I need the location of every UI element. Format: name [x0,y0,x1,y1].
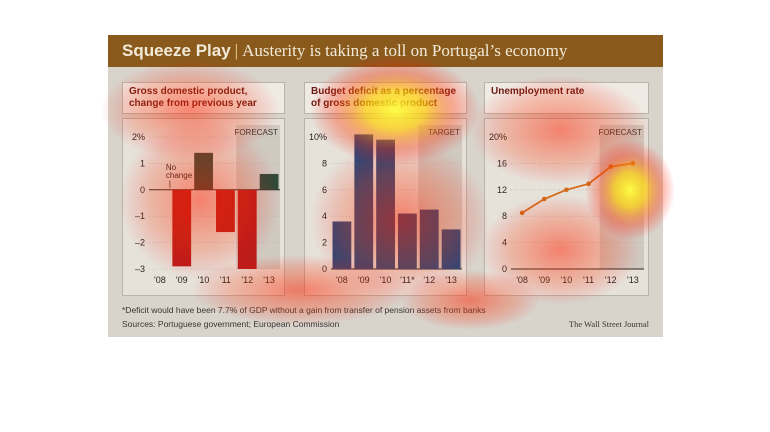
gdp-panel-title: Gross domestic product, change from prev… [122,82,285,114]
y-tick-label: –2 [135,238,145,248]
y-tick-label: 2 [322,238,327,248]
chart-title: Squeeze Play | Austerity is taking a toll … [122,41,567,61]
x-tick-label: '10 [380,275,392,285]
y-tick-label: 10% [309,132,327,142]
y-tick-label: 4 [322,211,327,221]
x-tick-label: '12 [241,275,253,285]
y-tick-label: –3 [135,264,145,274]
footnote: *Deficit would have been 7.7% of GDP wit… [122,305,486,315]
chart-card: Squeeze Play | Austerity is taking a toll … [108,35,663,337]
bar [398,213,417,269]
y-tick-label: 6 [322,185,327,195]
x-tick-label: '08 [154,275,166,285]
bar [216,189,235,233]
bar [419,209,439,269]
y-tick-label: 12 [497,185,507,195]
bar [237,189,257,269]
x-tick-label: '11 [220,275,231,285]
y-tick-label: 2% [132,132,145,142]
y-tick-label: 4 [502,238,507,248]
data-point [608,164,614,169]
x-tick-label: '12 [423,275,435,285]
forecast-label: TARGET [428,128,460,137]
unemployment-panel: FORECAST 20% 16 12 8 4 0 '08 '09 '10 '11 '12 '13 [484,118,649,296]
unemployment-chart: FORECAST 20% 16 12 8 4 0 '08 '09 '10 '11 '12 '13 [489,125,644,285]
title-main: Squeeze Play [122,41,231,60]
x-tick-label: '08 [516,275,528,285]
x-tick-label: '11* [400,275,415,285]
y-tick-label: 20% [489,132,507,142]
deficit-panel: TARGET 10% 8 6 4 2 0 '08 '09 '10 '11* '12 '13 [304,118,467,296]
y-tick-label: 16 [497,158,507,168]
data-point [519,210,525,216]
deficit-panel-title: Budget deficit as a percentage of gross … [304,82,467,114]
unemployment-panel-title: Unemployment rate [484,82,649,114]
title-subtitle: Austerity is taking a toll on Portugal’s… [242,41,568,60]
x-tick-label: '10 [561,275,573,285]
x-tick-label: '09 [176,275,188,285]
x-tick-label: '10 [198,275,210,285]
y-tick-label: 8 [502,211,507,221]
forecast-label: FORECAST [598,128,642,137]
gdp-chart: FORECAST2%10–1–2–3'08'09'10'11'12'13Noch… [132,125,280,285]
x-tick-label: '13 [263,275,275,285]
forecast-label: FORECAST [234,128,278,137]
bar [172,189,192,267]
gdp-panel: FORECAST 2% 1 0 –1 –2 –3'08'09'10'11'12'13 No ch… [122,118,285,296]
data-point [564,187,569,193]
x-tick-label: '09 [538,275,550,285]
y-tick-label: –1 [135,211,145,221]
y-tick-label: 1 [140,158,145,168]
data-point [630,161,636,166]
x-tick-label: '12 [605,275,617,285]
y-tick-label: 0 [322,264,327,274]
data-point [541,196,547,202]
bar [194,152,213,190]
bar [332,221,352,269]
forecast-region [599,125,644,269]
y-tick-label: 0 [502,264,507,274]
bar [259,173,279,190]
bar [441,229,461,269]
sources: Sources: Portuguese government; European… [122,319,340,329]
x-tick-label: '13 [445,275,457,285]
x-tick-label: '09 [358,275,370,285]
annotation-label: change [166,171,193,180]
x-tick-label: '08 [336,275,348,285]
bar [354,134,374,269]
deficit-chart: TARGET 10% 8 6 4 2 0 '08 '09 '10 '11* '12 '13 [309,125,462,285]
bar [376,139,395,269]
y-tick-label: 8 [322,158,327,168]
title-separator: | [234,41,239,60]
x-tick-label: '11 [583,275,594,285]
data-point [586,181,591,187]
x-tick-label: '13 [627,275,639,285]
publisher-credit: The Wall Street Journal [568,319,649,329]
title-bar: Squeeze Play | Austerity is taking a toll … [108,35,663,67]
y-tick-label: 0 [140,185,145,195]
